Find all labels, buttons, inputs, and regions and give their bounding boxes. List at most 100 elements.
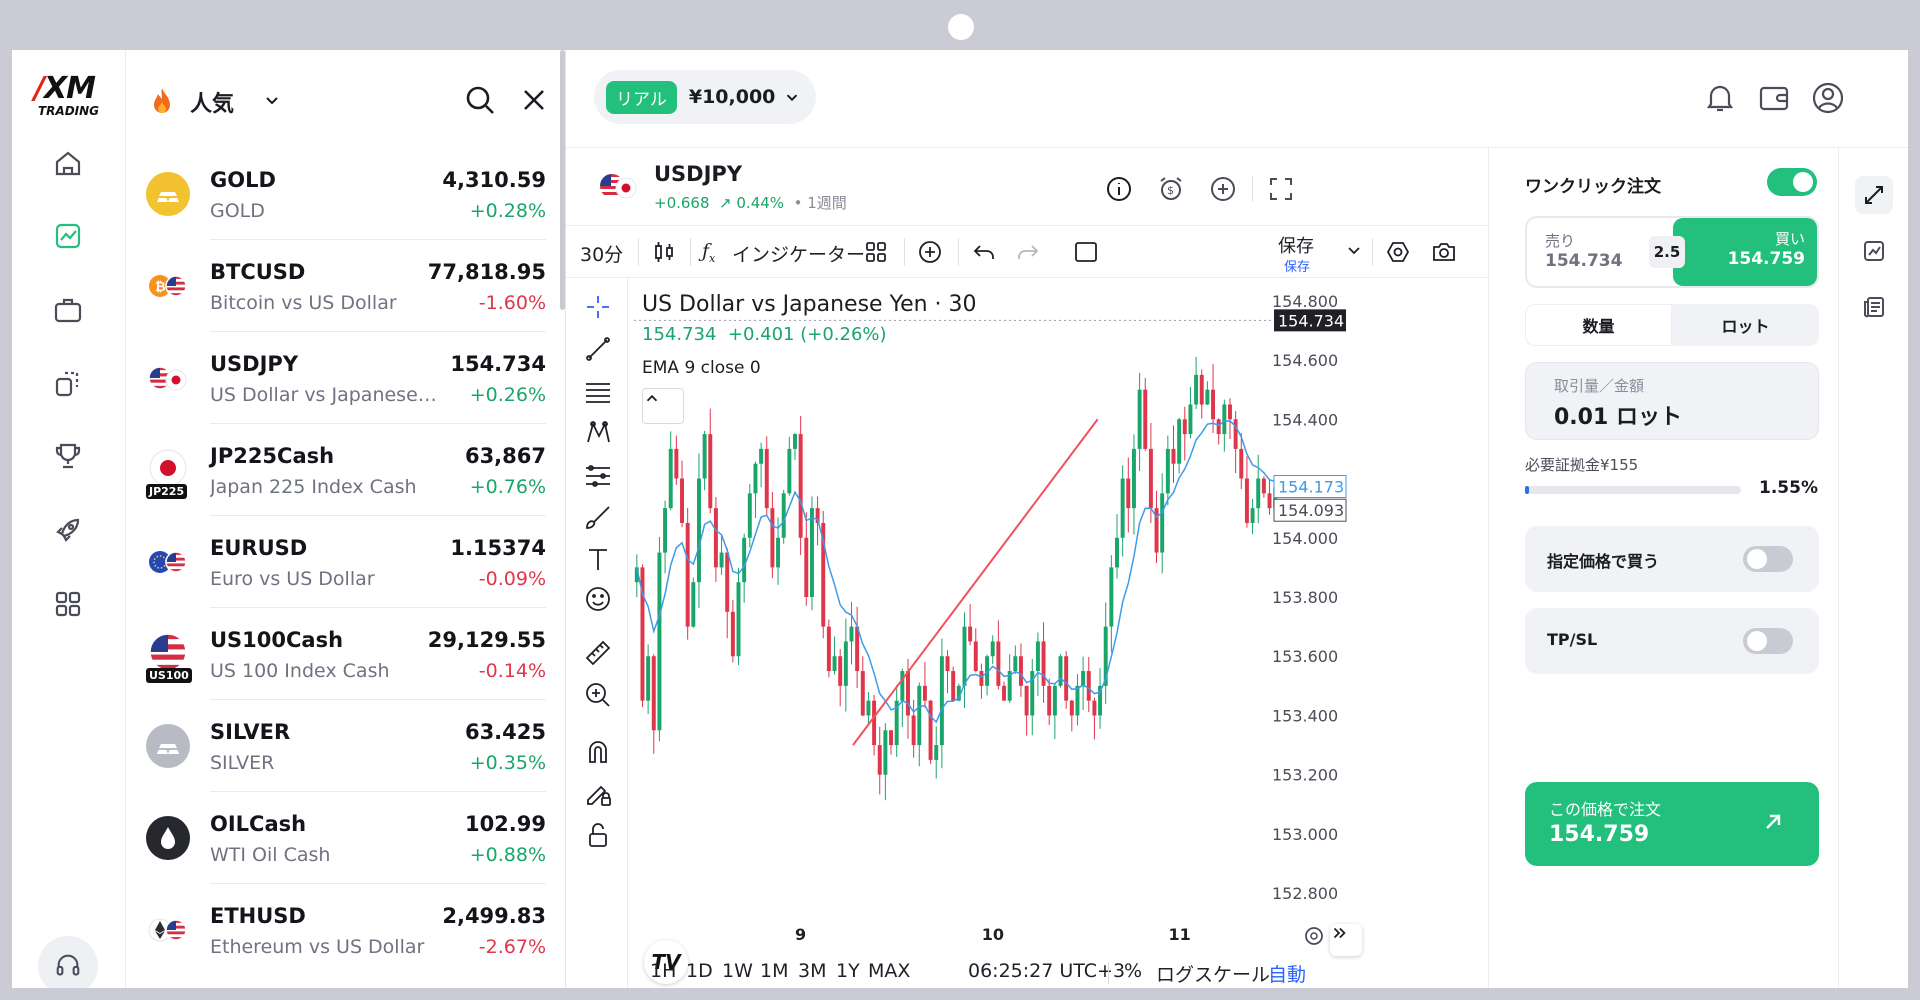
add-compare-icon[interactable] [916,238,944,266]
settings-hex-icon[interactable] [1384,238,1412,266]
rocket-icon[interactable] [46,508,90,552]
emoji-icon[interactable] [583,584,613,614]
candle-body [668,448,673,509]
text-tool-icon[interactable] [583,544,613,574]
range-1m[interactable]: 1M [760,960,789,982]
sell-button[interactable]: 売り 154.734 [1527,218,1647,286]
candle-body [906,671,910,716]
add-watchlist-icon[interactable] [1208,174,1238,204]
range-1y[interactable]: 1Y [836,960,860,982]
place-order-button[interactable]: この価格で注文 154.759 [1525,782,1819,866]
tab-quantity[interactable]: 数量 [1525,304,1672,346]
watchlist-row-oilcash[interactable]: OILCash WTI Oil Cash 102.99 +0.88% [126,792,566,884]
tradingview-logo[interactable]: TV [644,940,688,984]
watchlist-row-us100cash[interactable]: US100 US100Cash US 100 Index Cash 29,129.55… [126,608,566,700]
interval-selector[interactable]: 30分 [580,244,624,266]
range-1d[interactable]: 1D [686,960,713,982]
volume-field[interactable]: 取引量／金額 0.01 ロット [1525,362,1819,440]
candle-body [1171,448,1176,464]
range-1h[interactable]: 1H [650,960,677,982]
brush-icon[interactable] [583,502,613,532]
info-icon[interactable] [1104,174,1134,204]
camera-snapshot-icon[interactable] [1430,238,1458,266]
ruler-icon[interactable] [583,638,613,668]
trade-panel-icon[interactable] [1855,176,1893,214]
range-3m[interactable]: 3M [798,960,827,982]
crosshair-icon[interactable] [583,292,613,322]
unlock-icon[interactable] [583,820,613,850]
symbol-name: USDJPY [654,162,743,186]
layouts-grid-icon[interactable] [862,238,890,266]
candle-body [1030,671,1035,716]
candlestick-plot[interactable]: 154.800 154.600 154.400 154.000 153.800 153.6… [628,278,1488,988]
close-icon[interactable] [516,82,552,118]
range-max[interactable]: MAX [868,960,911,982]
fib-lines-icon[interactable] [583,376,613,406]
news-icon[interactable] [1855,288,1893,326]
watchlist-row-silver[interactable]: SILVER SILVER 63.425 +0.35% [126,700,566,792]
magnet-icon[interactable] [583,736,613,766]
candle-body [1143,389,1148,449]
home-icon[interactable] [46,142,90,186]
watchlist-row-jp225cash[interactable]: JP225 JP225Cash Japan 225 Index Cash 63,867… [126,424,566,516]
search-icon[interactable] [462,82,498,118]
watchlist-title[interactable]: 人気 [190,92,235,117]
wallet-icon[interactable] [1756,80,1792,116]
watchlist-scrollbar[interactable] [560,50,565,310]
candle-body [1216,419,1221,435]
copy-trade-icon[interactable] [46,362,90,406]
row-separator [210,699,546,700]
price-chart[interactable]: 154.800 154.600 154.400 154.000 153.800 153.6… [628,278,1488,988]
buy-button[interactable]: 買い 154.759 [1673,218,1817,286]
positions-chart-icon[interactable] [1855,232,1893,270]
apps-grid-icon[interactable] [46,582,90,626]
trophy-icon[interactable] [46,434,90,478]
bell-icon[interactable] [1702,80,1738,116]
watchlist-row-ethusd[interactable]: ETHUSD Ethereum vs US Dollar 2,499.83 -2.67… [126,884,566,976]
toolbar-divider [904,238,905,266]
range-bar: 1H 1D 1W 1M 3M 1Y MAX 06:25:27 UTC+3% ログスケール 自動 [628,956,1488,988]
candle-body [1131,448,1136,509]
collapse-legend-button[interactable] [642,388,684,424]
chevron-down-icon[interactable] [262,90,282,110]
chevron-down-icon[interactable] [1344,240,1364,260]
redo-icon[interactable] [1014,238,1042,266]
watchlist-row-gold[interactable]: GOLD GOLD 4,310.59 +0.28% [126,148,566,240]
fullscreen-icon[interactable] [1266,174,1296,204]
candles-type-icon[interactable] [650,238,678,266]
tab-lot[interactable]: ロット [1721,317,1770,336]
log-scale-toggle[interactable]: ログスケール [1156,964,1271,986]
candle-body [634,567,639,583]
user-profile-icon[interactable] [1810,80,1846,116]
zoom-in-icon[interactable] [583,680,613,710]
save-button[interactable]: 保存 [1278,236,1314,257]
layout-square-icon[interactable] [1072,238,1100,266]
limit-order-toggle[interactable] [1743,546,1793,572]
prediction-icon[interactable] [583,460,613,490]
account-selector[interactable]: リアル ¥10,000 [594,70,816,124]
range-1w[interactable]: 1W [722,960,753,982]
candle-body [725,552,730,612]
support-headset-icon[interactable] [38,936,98,988]
scroll-to-latest-button[interactable] [1330,924,1362,956]
lock-drawings-icon[interactable] [583,778,613,808]
indicators-button[interactable]: インジケーター [732,244,866,266]
auto-scale-toggle[interactable]: 自動 [1268,964,1307,986]
tpsl-toggle[interactable] [1743,628,1793,654]
indicators-fx-icon[interactable]: ƒx [702,240,716,265]
undo-icon[interactable] [970,238,998,266]
one-click-toggle[interactable] [1767,168,1817,196]
candle-body [764,448,769,509]
price-alert-icon[interactable]: $ [1156,174,1186,204]
candle-body [1148,448,1153,509]
watchlist-row-btcusd[interactable]: ₿ BTCUSD Bitcoin vs US Dollar 77,818.95 -1.6… [126,240,566,332]
portfolio-icon[interactable] [46,288,90,332]
trend-line-icon[interactable] [583,334,613,364]
watchlist-row-usdjpy[interactable]: USDJPY US Dollar vs Japanese ... 154.734 +0… [126,332,566,424]
pattern-icon[interactable] [583,418,613,448]
watchlist-row-eurusd[interactable]: EURUSD Euro vs US Dollar 1.15374 -0.09% [126,516,566,608]
chart-icon[interactable] [46,214,90,258]
percent-scale-toggle[interactable]: % [1124,960,1143,982]
instrument-price: 29,129.55 [427,628,546,652]
arrow-up-right-icon [1766,814,1781,829]
